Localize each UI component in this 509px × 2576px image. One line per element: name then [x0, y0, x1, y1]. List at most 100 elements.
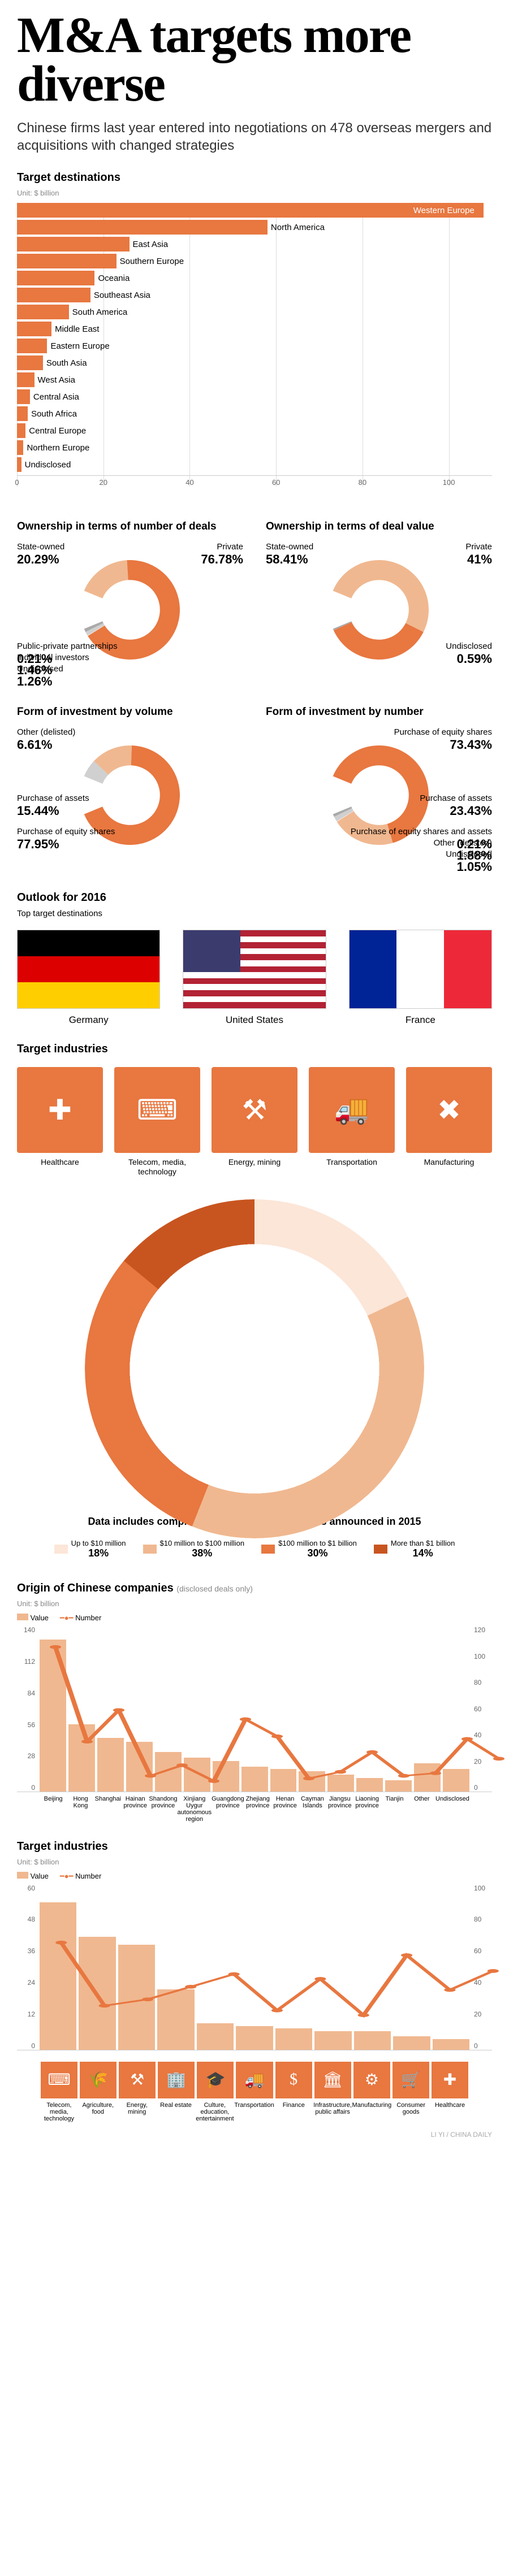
- industry-icon: 🚚: [309, 1067, 395, 1153]
- origin-legend: Value ━●━ Number: [17, 1614, 492, 1623]
- x-label: Beijing: [40, 1792, 67, 1823]
- outlook-title: Outlook for 2016: [17, 891, 492, 904]
- industry-icon: ✚: [17, 1067, 103, 1153]
- category-icon: 🏢: [158, 2062, 195, 2098]
- bar: [184, 1758, 210, 1792]
- origin-unit: Unit: $ billion: [17, 1599, 492, 1608]
- x-label: Shandong province: [149, 1792, 177, 1823]
- industry-item: ⚒Energy, mining: [212, 1067, 297, 1177]
- credit: LI YI / CHINA DAILY: [17, 2131, 492, 2139]
- bar-row: West Asia: [17, 372, 492, 387]
- donut3-title: Form of investment by volume: [17, 706, 243, 719]
- industry-icon: ⚒: [212, 1067, 297, 1153]
- hero-legend: Up to $10 million18%$10 million to $100 …: [17, 1539, 492, 1560]
- bar-row: South Africa: [17, 406, 492, 421]
- category-icon: ✚: [432, 2062, 468, 2098]
- bar: [393, 2036, 430, 2049]
- target-ind-legend: Value ━●━ Number: [17, 1872, 492, 1881]
- x-label: Finance: [274, 2098, 313, 2122]
- hero-graphic: 💰 Data includes completed and uncomplete…: [17, 1199, 492, 1560]
- bar: [327, 1775, 354, 1792]
- x-label: Liaoning province: [353, 1792, 381, 1823]
- bar-row: Southern Europe: [17, 254, 492, 268]
- x-label: Tianjin: [381, 1792, 408, 1823]
- bar: [79, 1937, 115, 2050]
- donut2: State-owned58.41%Private41%Undisclosed0.…: [266, 542, 492, 689]
- bar-row: North America: [17, 220, 492, 235]
- x-label: Hong Kong: [67, 1792, 94, 1823]
- legend-item: More than $1 billion14%: [374, 1539, 455, 1560]
- bar-row: Middle East: [17, 322, 492, 336]
- bar: [354, 2031, 391, 2050]
- category-icon: ⌨: [41, 2062, 77, 2098]
- x-label: Consumer goods: [391, 2098, 430, 2122]
- category-icon: ⚙: [353, 2062, 390, 2098]
- bar-row: Northern Europe: [17, 440, 492, 455]
- origin-chart: 0285684112140020406080100120BeijingHong …: [17, 1634, 492, 1823]
- donut2-title: Ownership in terms of deal value: [266, 521, 492, 534]
- x-label: Healthcare: [430, 2098, 469, 2122]
- bar: [356, 1778, 383, 1792]
- flags: GermanyUnited StatesFrance: [17, 930, 492, 1026]
- bar: [197, 2023, 234, 2050]
- x-label: Transportation: [234, 2098, 274, 2122]
- legend-item: $10 million to $100 million38%: [143, 1539, 245, 1560]
- target-ind-chart-title: Target industries: [17, 1840, 492, 1853]
- x-label: Agriculture, food: [79, 2098, 118, 2122]
- x-label: Culture, education, entertainment: [195, 2098, 234, 2122]
- bar-row: Western Europe: [17, 203, 492, 218]
- industry-item: 🚚Transportation: [309, 1067, 395, 1177]
- outlook-sub: Top target destinations: [17, 909, 492, 918]
- category-icon: 🌾: [80, 2062, 117, 2098]
- category-icon: 🚚: [236, 2062, 273, 2098]
- x-label: Telecom, media, technology: [40, 2098, 79, 2122]
- bar-row: South Asia: [17, 355, 492, 370]
- bar: [157, 1989, 194, 2050]
- destinations-unit: Unit: $ billion: [17, 189, 492, 197]
- bar: [213, 1761, 239, 1792]
- bar: [275, 2028, 312, 2049]
- bar-row: Central Europe: [17, 423, 492, 438]
- flag-de: Germany: [17, 930, 160, 1026]
- target-industries-title: Target industries: [17, 1043, 492, 1056]
- bar-row: Central Asia: [17, 389, 492, 404]
- subhead: Chinese firms last year entered into neg…: [17, 119, 492, 154]
- donut4: Purchase of equity shares73.43%Purchase …: [266, 727, 492, 874]
- target-ind-chart: 01224364860020406080100⌨🌾⚒🏢🎓🚚$🏛⚙🛒✚Teleco…: [17, 1892, 492, 2122]
- bar-row: Undisclosed: [17, 457, 492, 472]
- money-bag-icon: 💰: [184, 1295, 325, 1428]
- bar: [414, 1763, 441, 1792]
- industries: ✚Healthcare⌨Telecom, media, technology⚒E…: [17, 1067, 492, 1177]
- x-label: Cayman Islands: [299, 1792, 326, 1823]
- bar: [385, 1780, 412, 1792]
- donut4-title: Form of investment by number: [266, 706, 492, 719]
- origin-title: Origin of Chinese companies (disclosed d…: [17, 1582, 492, 1595]
- donut1-title: Ownership in terms of number of deals: [17, 521, 243, 534]
- destinations-chart: Western EuropeNorth AmericaEast AsiaSout…: [17, 203, 492, 504]
- headline: M&A targets more diverse: [17, 11, 492, 108]
- target-ind-unit: Unit: $ billion: [17, 1858, 492, 1866]
- x-label: Henan province: [271, 1792, 299, 1823]
- bar: [97, 1738, 124, 1792]
- industry-item: ✚Healthcare: [17, 1067, 103, 1177]
- x-label: Manufacturing: [352, 2098, 392, 2122]
- bar-row: Southeast Asia: [17, 288, 492, 302]
- bar: [155, 1752, 182, 1792]
- destinations-title: Target destinations: [17, 171, 492, 184]
- bar: [236, 2026, 273, 2050]
- bar: [433, 2039, 469, 2050]
- bar: [299, 1771, 325, 1792]
- donut3: Other (delisted)6.61%Purchase of assets1…: [17, 727, 243, 874]
- x-label: Real estate: [157, 2098, 196, 2122]
- x-label: Other: [408, 1792, 435, 1823]
- bar: [314, 2031, 351, 2050]
- bar: [118, 1945, 155, 2050]
- legend-item: $100 million to $1 billion30%: [261, 1539, 357, 1560]
- bar: [443, 1769, 469, 1792]
- x-label: Shanghai: [94, 1792, 122, 1823]
- bar: [40, 1902, 76, 2049]
- flag-us: United States: [183, 930, 326, 1026]
- bar: [270, 1769, 297, 1792]
- category-icon: ⚒: [119, 2062, 156, 2098]
- x-label: Infrastructure, public affairs: [313, 2098, 352, 2122]
